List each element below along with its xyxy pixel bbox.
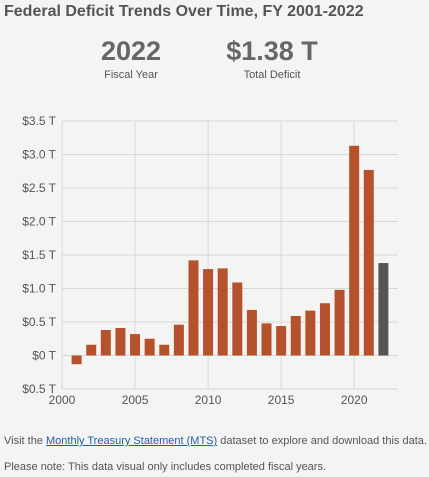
deficit-bar bbox=[159, 344, 170, 356]
deficit-bar bbox=[363, 169, 374, 356]
deficit-bar bbox=[115, 328, 126, 356]
deficit-bar bbox=[203, 269, 214, 356]
chart-title: Federal Deficit Trends Over Time, FY 200… bbox=[4, 3, 364, 20]
deficit-bar bbox=[349, 145, 360, 356]
y-tick-label: $0 T bbox=[32, 349, 56, 363]
y-axis-ticks: $3.5 T $3.0 T $2.5 T $2.0 T $1.5 T $1.0 T $0.5… bbox=[22, 114, 56, 396]
x-tick-label: 2010 bbox=[195, 393, 222, 407]
mts-note-suffix: dataset to explore and download this dat… bbox=[217, 435, 427, 447]
fiscal-year-stat: 2022 Fiscal Year bbox=[88, 34, 174, 81]
deficit-bar bbox=[130, 334, 141, 356]
x-tick-label: 2015 bbox=[268, 393, 295, 407]
deficit-bar bbox=[334, 289, 345, 356]
mts-note-prefix: Visit the bbox=[4, 435, 46, 447]
y-tick-label: $0.5 T bbox=[22, 315, 56, 329]
deficit-bar bbox=[378, 263, 389, 356]
deficit-bar-chart: $3.5 T $3.0 T $2.5 T $2.0 T $1.5 T $1.0 T $0.5… bbox=[22, 114, 398, 407]
grid-lines bbox=[61, 120, 398, 390]
mts-dataset-link[interactable]: Monthly Treasury Statement (MTS) bbox=[46, 435, 218, 447]
fiscal-year-value: 2022 bbox=[100, 36, 162, 66]
deficit-bar bbox=[173, 324, 184, 356]
deficit-bar bbox=[100, 330, 111, 356]
deficit-bar bbox=[232, 282, 243, 356]
deficit-bar bbox=[217, 268, 228, 356]
total-deficit-label: Total Deficit bbox=[243, 69, 301, 81]
y-tick-label: $1.5 T bbox=[22, 248, 56, 262]
y-tick-label: $3.5 T bbox=[22, 114, 56, 128]
deficit-bar bbox=[261, 323, 272, 356]
mts-note: Visit the Monthly Treasury Statement (MT… bbox=[4, 435, 427, 447]
fiscal-years-note: Please note: This data visual only inclu… bbox=[4, 461, 327, 473]
bars bbox=[71, 145, 389, 365]
x-tick-label: 2020 bbox=[341, 393, 368, 407]
y-tick-label: $3.0 T bbox=[22, 148, 56, 162]
deficit-bar bbox=[144, 338, 155, 356]
y-tick-label: $1.0 T bbox=[22, 282, 56, 296]
total-deficit-value: $1.38 T bbox=[226, 36, 318, 66]
x-axis-ticks: 2000 2005 2010 2015 2020 bbox=[49, 393, 368, 407]
deficit-bar bbox=[290, 315, 301, 356]
total-deficit-stat: $1.38 T Total Deficit bbox=[214, 34, 330, 81]
y-tick-label: $0.5 T bbox=[22, 382, 56, 396]
deficit-bar bbox=[188, 260, 199, 356]
x-tick-label: 2005 bbox=[122, 393, 149, 407]
y-tick-label: $2.5 T bbox=[22, 181, 56, 195]
deficit-bar bbox=[305, 310, 316, 356]
y-tick-label: $2.0 T bbox=[22, 215, 56, 229]
x-tick-label: 2000 bbox=[49, 393, 76, 407]
deficit-bar bbox=[319, 303, 330, 356]
deficit-bar bbox=[86, 344, 97, 356]
fiscal-year-label: Fiscal Year bbox=[104, 69, 158, 81]
deficit-bar bbox=[246, 309, 257, 356]
deficit-bar bbox=[71, 355, 82, 365]
deficit-bar bbox=[276, 326, 287, 356]
